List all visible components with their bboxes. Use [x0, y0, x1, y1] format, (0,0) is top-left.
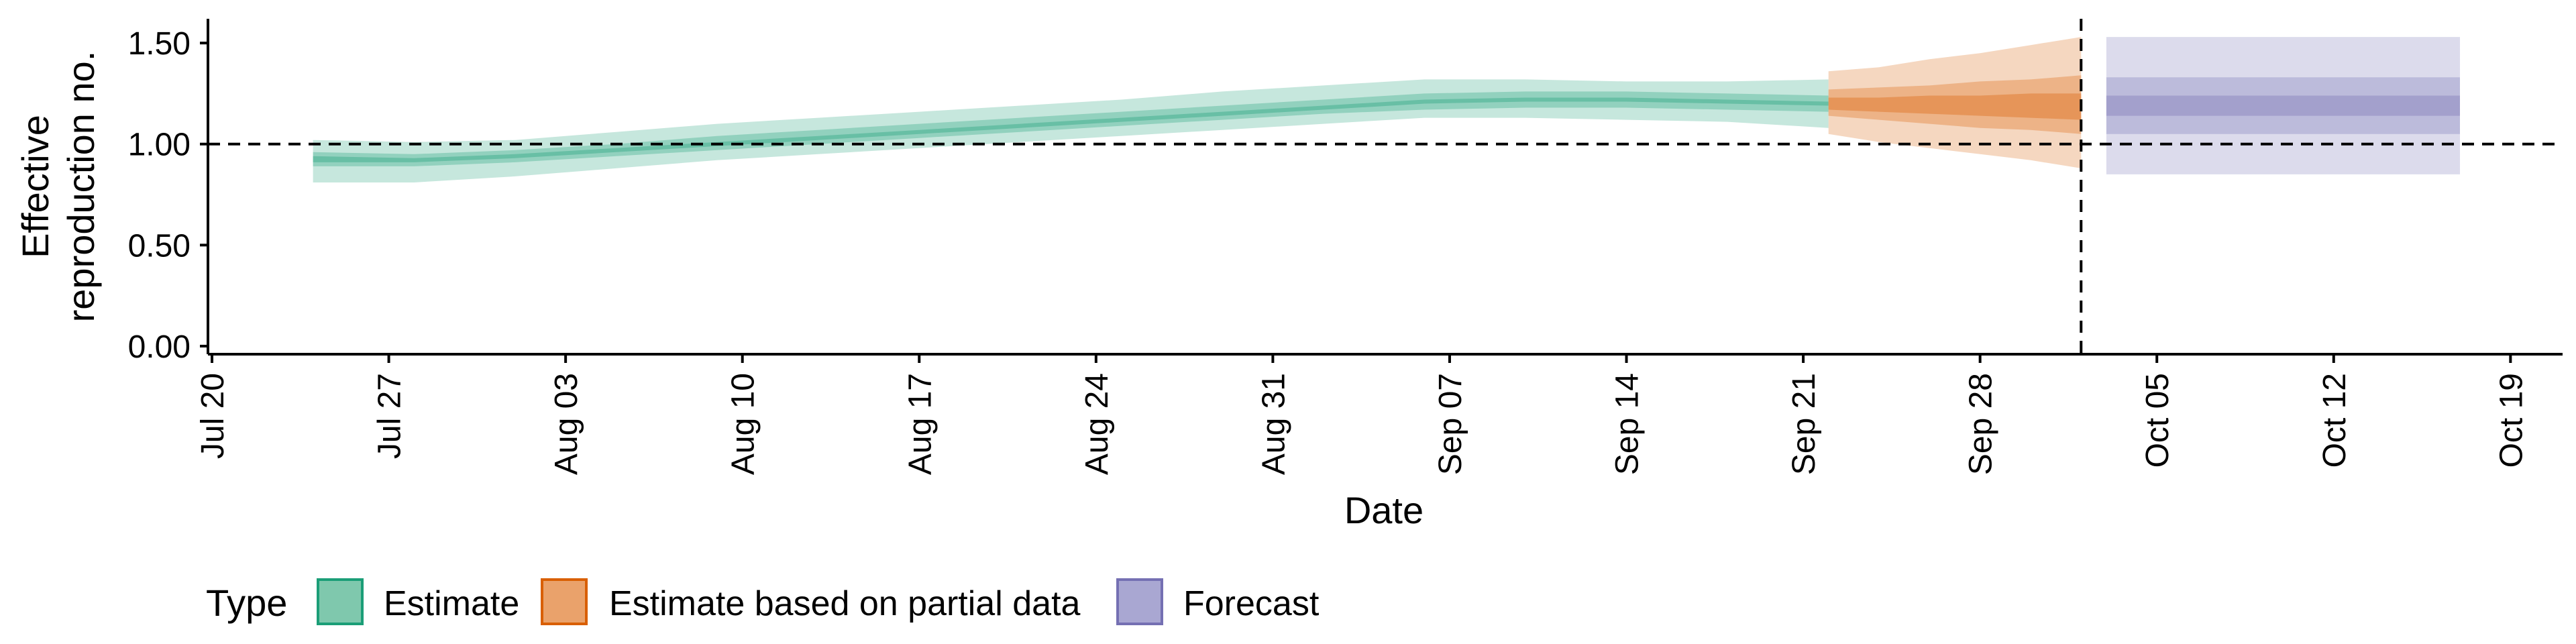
y-tick-label: 1.50 [128, 26, 191, 62]
ribbons [313, 37, 2460, 183]
band-estimate-20 [313, 97, 1829, 162]
band-estimate-based-on-partial-data-20 [1828, 93, 2082, 120]
x-tick-label: Aug 24 [1079, 373, 1115, 475]
legend-key-partial [541, 578, 588, 625]
y-ticks: 0.00 0.50 1.00 1.50 [128, 26, 208, 365]
x-tick-label: Aug 17 [902, 373, 938, 475]
x-tick-label: Aug 31 [1256, 373, 1291, 475]
y-tick-label: 0.00 [128, 329, 191, 365]
band-estimate-based-on-partial-data-50 [1828, 75, 2082, 134]
x-tick-label: Oct 19 [2493, 373, 2529, 468]
x-tick-label: Oct 05 [2140, 373, 2176, 468]
y-tick-label: 1.00 [128, 127, 191, 163]
x-tick-label: Jul 20 [195, 373, 231, 459]
band-estimate-90 [313, 79, 1829, 183]
x-tick-label: Sep 07 [1433, 373, 1468, 475]
band-forecast-20 [2106, 95, 2460, 116]
legend-label-partial: Estimate based on partial data [609, 584, 1081, 623]
y-tick-label: 0.50 [128, 228, 191, 264]
legend-label-forecast: Forecast [1183, 584, 1320, 623]
legend-key-estimate [317, 578, 364, 625]
y-axis-title-line-2: reproduction no. [60, 51, 102, 323]
y-axis-title-line-1: Effective [14, 115, 56, 258]
x-tick-label: Aug 03 [549, 373, 584, 475]
legend: Type Estimate Estimate based on partial … [206, 578, 1320, 625]
x-tick-label: Jul 27 [372, 373, 408, 459]
x-ticks: Jul 20 Jul 27 Aug 03 Aug 10 Aug 17 Aug 24 Aug … [195, 354, 2529, 475]
band-forecast-90 [2106, 37, 2460, 174]
legend-label-estimate: Estimate [384, 584, 519, 623]
x-tick-label: Sep 21 [1786, 373, 1822, 475]
reference-lines [208, 19, 2563, 354]
x-axis-title: Date [1344, 489, 1424, 531]
x-tick-label: Oct 12 [2317, 373, 2353, 468]
x-tick-label: Aug 10 [726, 373, 761, 475]
legend-key-forecast [1116, 578, 1163, 625]
x-tick-label: Sep 28 [1964, 373, 1999, 475]
band-forecast-50 [2106, 77, 2460, 134]
legend-title: Type [206, 582, 287, 624]
y-axis-title: Effective reproduction no. [14, 51, 102, 323]
band-estimate-50 [313, 91, 1829, 166]
band-estimate-based-on-partial-data-90 [1828, 37, 2082, 168]
plot-area: 0.00 0.50 1.00 1.50 Jul 20 Jul 27 Aug 03 Aug 1… [128, 19, 2563, 475]
x-tick-label: Sep 14 [1610, 373, 1646, 475]
